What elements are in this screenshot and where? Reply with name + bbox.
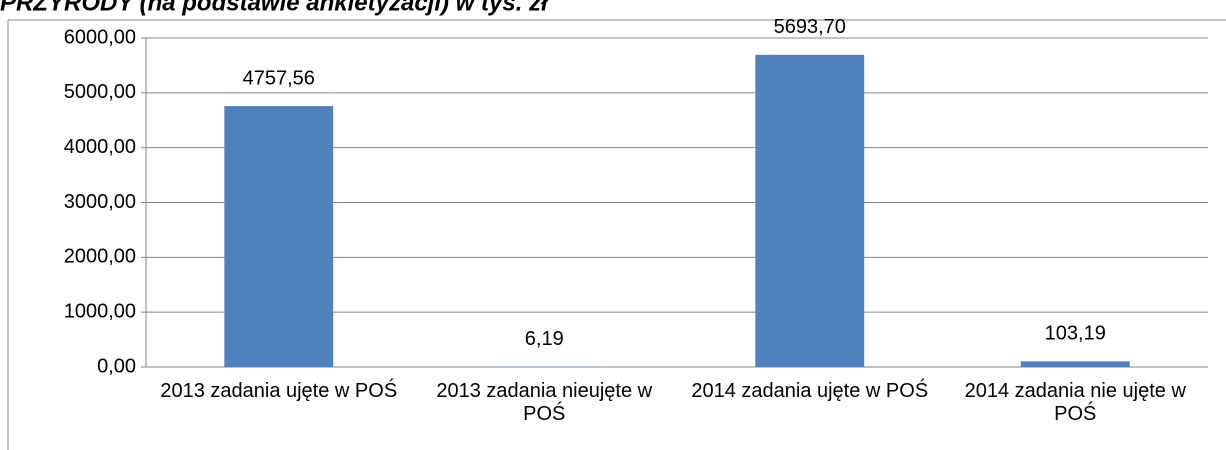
value-label: 6,19: [525, 328, 564, 350]
chart-title: PRZYRODY (na podstawie ankietyzacji) w t…: [0, 0, 549, 16]
bar: [224, 106, 334, 367]
y-tick-label: 1000,00: [64, 300, 136, 322]
x-tick-label: 2014 zadania nie ujęte w POŚ: [964, 380, 1186, 425]
x-tick-label: 2014 zadania ujęte w POŚ: [691, 380, 929, 402]
y-tick-label: 4000,00: [64, 136, 136, 158]
value-label: 103,19: [1045, 323, 1106, 345]
x-tick-label: 2013 zadania ujęte w POŚ: [160, 380, 398, 402]
y-tick-label: 6000,00: [64, 26, 136, 48]
bar: [1020, 361, 1130, 367]
y-tick-label: 0,00: [97, 355, 136, 377]
y-tick-label: 3000,00: [64, 191, 136, 213]
x-tick-label: 2013 zadania nieujęte w POŚ: [436, 380, 653, 425]
value-label: 4757,56: [243, 67, 315, 89]
y-tick-label: 5000,00: [64, 81, 136, 103]
bar: [755, 54, 865, 368]
value-label: 5693,70: [774, 16, 846, 38]
y-tick-label: 2000,00: [64, 246, 136, 268]
